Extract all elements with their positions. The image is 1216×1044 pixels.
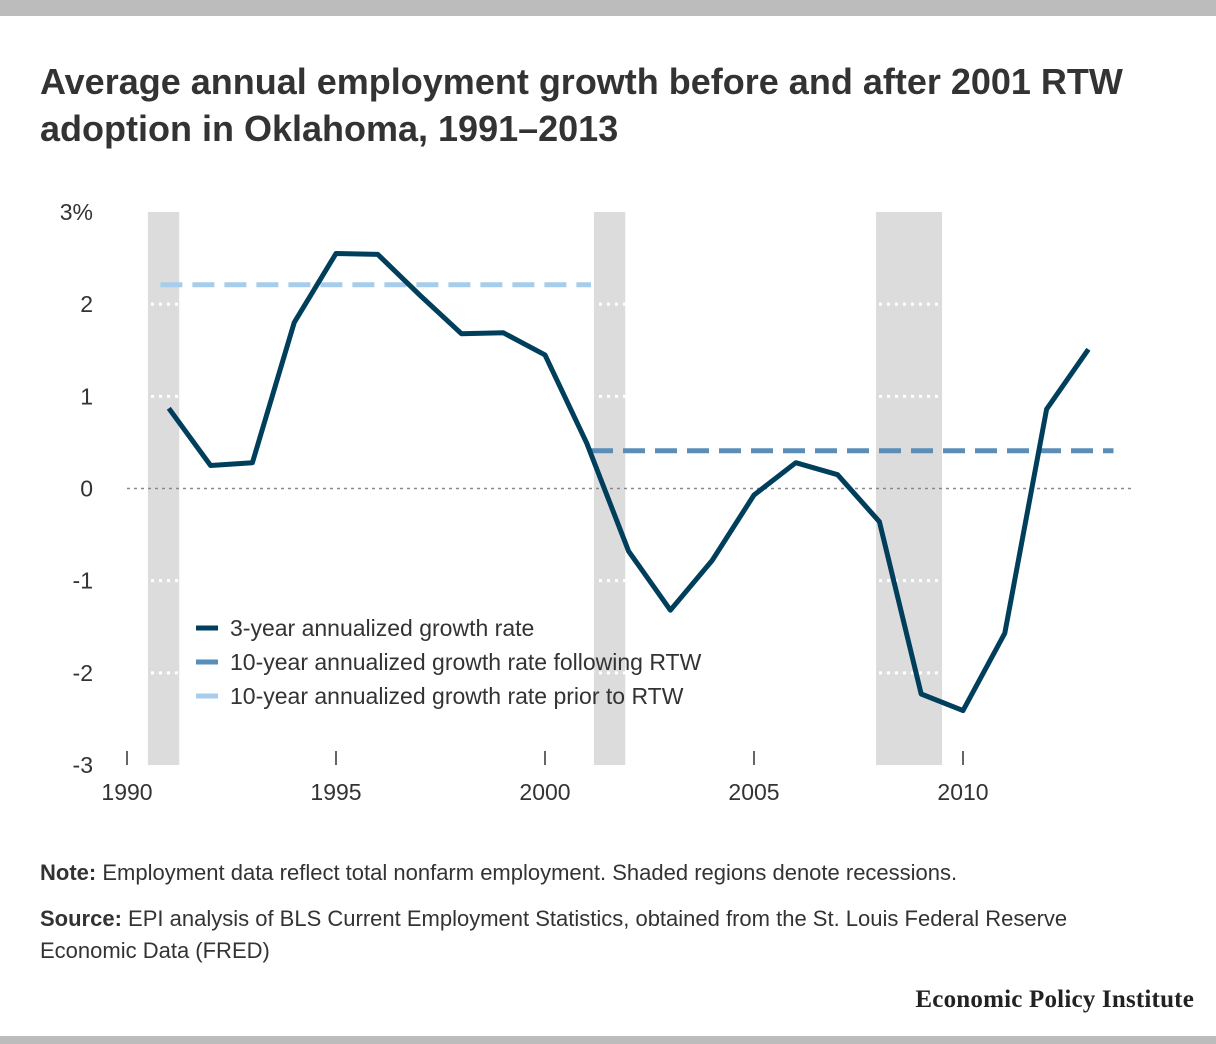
x-tick-label: 2005 (728, 779, 779, 805)
legend-item: 3-year annualized growth rate (196, 615, 534, 641)
top-border (0, 0, 1216, 16)
epi-logo: Economic Policy Institute (915, 986, 1194, 1013)
legend-label: 10-year annualized growth rate following… (230, 649, 702, 675)
series-line-1 (166, 251, 1091, 714)
y-tick-label: -1 (73, 568, 93, 594)
x-tick-label: 1990 (101, 779, 152, 805)
y-tick-label: 1 (80, 383, 93, 409)
y-tick-label: 3% (60, 199, 93, 225)
chart-title: Average annual employment growth before … (40, 61, 1123, 149)
bottom-border (0, 1036, 1216, 1044)
source-text: EPI analysis of BLS Current Employment S… (40, 906, 1068, 963)
source: Source: EPI analysis of BLS Current Empl… (40, 903, 1160, 967)
x-tick-label: 2000 (519, 779, 570, 805)
legend: 3-year annualized growth rate 10-year ann… (196, 615, 702, 709)
legend-item: 10-year annualized growth rate prior to … (196, 683, 684, 709)
note: Note: Employment data reflect total nonf… (40, 857, 1160, 889)
axis-ticks: 3% 2 1 0 -1 -2 -3 1990 1995 2000 2005 2010 (60, 199, 989, 805)
y-tick-label: -3 (73, 752, 93, 778)
series-lines (160, 251, 1114, 714)
legend-item: 10-year annualized growth rate following… (196, 649, 702, 675)
y-tick-label: 2 (80, 291, 93, 317)
y-tick-label: -2 (73, 660, 93, 686)
legend-label: 10-year annualized growth rate prior to … (230, 683, 684, 709)
source-label: Source: (40, 906, 122, 931)
gridlines (127, 302, 1135, 675)
x-tick-label: 1995 (310, 779, 361, 805)
legend-label: 3-year annualized growth rate (230, 615, 534, 641)
note-text: Employment data reflect total nonfarm em… (102, 860, 958, 885)
x-tick-label: 2010 (937, 779, 988, 805)
note-label: Note: (40, 860, 97, 885)
y-tick-label: 0 (80, 476, 93, 502)
